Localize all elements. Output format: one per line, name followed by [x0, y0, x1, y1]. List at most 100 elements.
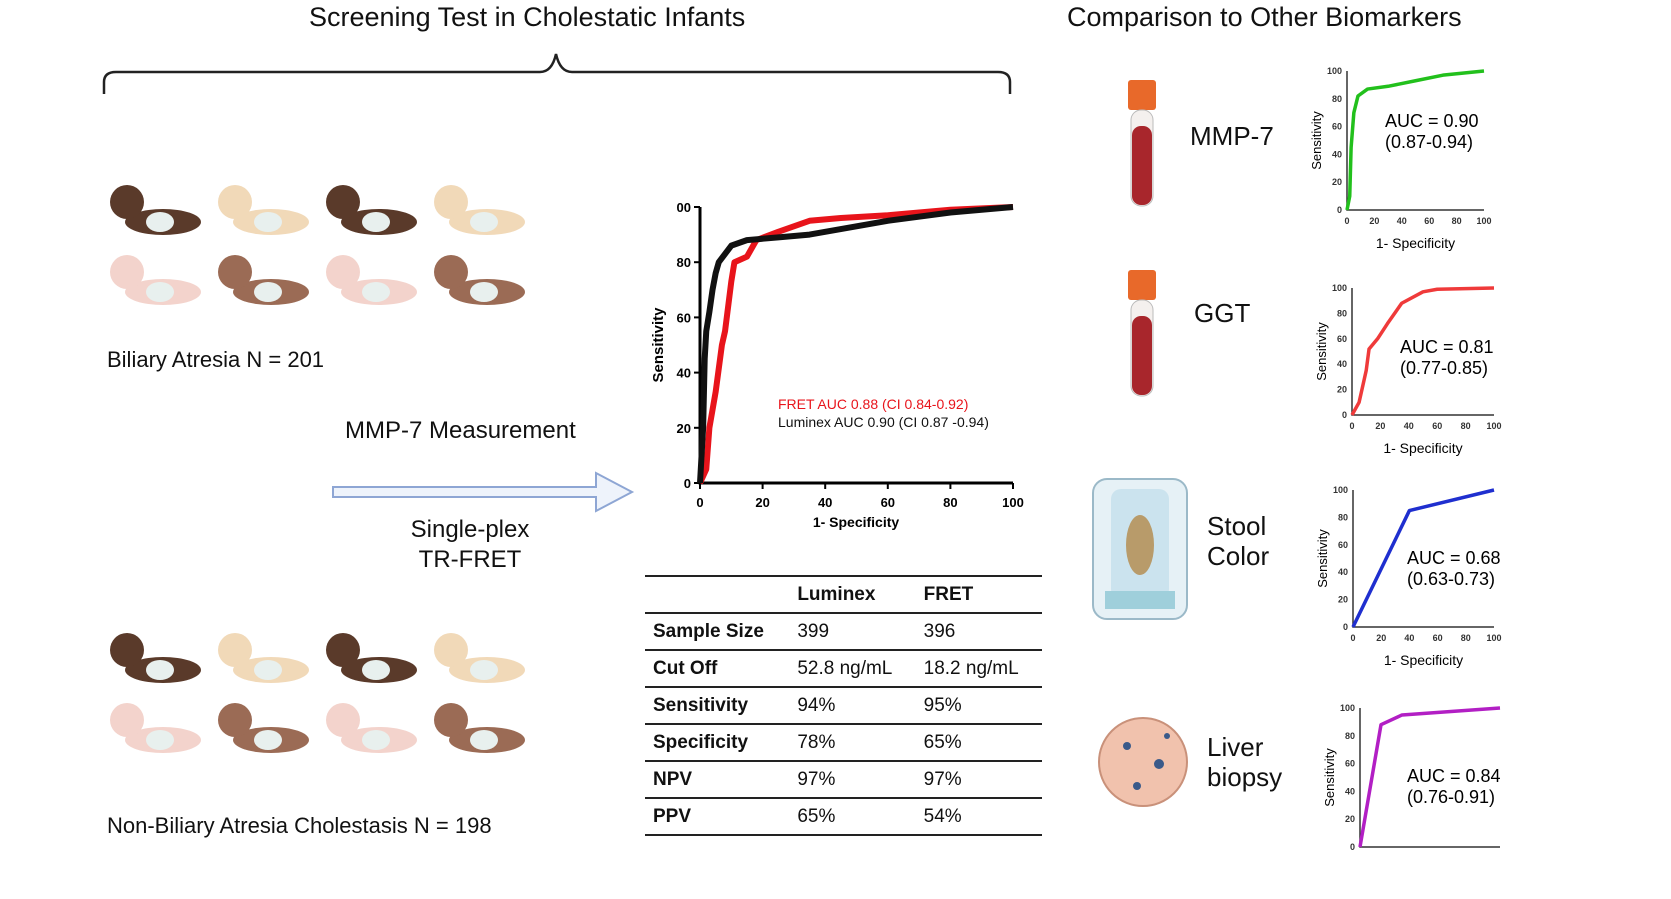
luminex-roc-line: [697, 204, 1014, 484]
y-tick-label: 80: [1337, 308, 1347, 318]
table-row: Cut Off 52.8 ng/mL 18.2 ng/mL: [645, 650, 1042, 688]
method-line-1: Single-plex: [410, 516, 530, 543]
mmp7-label: MMP-7: [1190, 121, 1274, 151]
blood-tube-icon: [1128, 80, 1156, 207]
infant-icon: [218, 255, 309, 305]
roc-line: [1351, 488, 1495, 628]
table-row: PPV 65% 54%: [645, 798, 1042, 836]
table-cell: 78%: [789, 724, 916, 762]
infant-icon: [218, 633, 309, 683]
table-row: NPV 97% 97%: [645, 761, 1042, 799]
left-title: Screening Test in Cholestatic Infants: [309, 2, 746, 32]
x-tick-label: 100: [1486, 633, 1501, 643]
y-tick-label: 60: [1337, 334, 1347, 344]
x-tick-label: 100: [1002, 495, 1024, 510]
x-axis-label: 1- Specificity: [1383, 440, 1462, 456]
infant-icon: [434, 185, 525, 235]
infant-head: [434, 703, 468, 737]
x-tick-label: 100: [1476, 216, 1491, 226]
y-tick-label: 40: [677, 366, 691, 381]
y-tick-label: 0: [1343, 622, 1348, 632]
x-tick-label: 80: [943, 495, 957, 510]
stool-label: Stool Color: [1207, 511, 1269, 571]
y-axis-label: Sensitivity: [1314, 322, 1329, 381]
auc-annotation: AUC = 0.81: [1400, 337, 1494, 357]
infant-diaper: [146, 212, 174, 232]
y-tick-label: 0: [1337, 205, 1342, 215]
x-tick-label: 80: [1461, 633, 1471, 643]
table-cell: 399: [789, 613, 916, 651]
header-cell: Luminex: [789, 576, 916, 614]
table-cell: 396: [915, 613, 1042, 651]
table-cell: 95%: [915, 687, 1042, 725]
infant-head: [326, 255, 360, 289]
stool-line-1: Stool: [1207, 511, 1267, 541]
infant-diaper: [254, 730, 282, 750]
roc-chart-2: 0 20 40 60 80 100 0 20 40 60 80 100 1- Specificity Se…: [1315, 485, 1502, 668]
infant-icon: [326, 703, 417, 753]
table-cell: 65%: [915, 724, 1042, 762]
y-tick-label: 0: [684, 476, 691, 491]
x-tick-label: 0: [696, 495, 703, 510]
auc-annotation: AUC = 0.90: [1385, 111, 1479, 131]
y-tick-label: 100: [1333, 485, 1348, 495]
diaper-icon: [1092, 478, 1188, 620]
x-tick-label: 20: [1375, 421, 1385, 431]
infant-diaper: [146, 660, 174, 680]
header-cell: [645, 576, 790, 614]
liver-biopsy-icon: [1098, 717, 1188, 807]
x-tick-label: 20: [1369, 216, 1379, 226]
y-tick-label: 60: [1332, 122, 1342, 132]
y-tick-label: 00: [677, 200, 691, 215]
y-tick-label: 100: [1327, 66, 1342, 76]
table-cell: 94%: [789, 687, 916, 725]
x-tick-label: 40: [1397, 216, 1407, 226]
roc-line: [1345, 69, 1485, 211]
infant-icon: [110, 633, 201, 683]
infant-icon: [110, 185, 201, 235]
y-tick-label: 40: [1338, 567, 1348, 577]
infant-diaper: [362, 730, 390, 750]
table-header-row: Luminex FRET: [645, 576, 1042, 614]
roc-chart-0: 0 20 40 60 80 100 0 20 40 60 80 100 1- Specificity Se…: [1309, 66, 1492, 251]
infant-diaper: [254, 212, 282, 232]
infant-icon: [434, 633, 525, 683]
method-line-2: TR-FRET: [418, 546, 522, 573]
y-tick-label: 0: [1350, 842, 1355, 852]
x-tick-label: 100: [1486, 421, 1501, 431]
infant-diaper: [362, 212, 390, 232]
y-axis-label: Sensitivity: [1315, 529, 1330, 588]
infant-icon: [434, 703, 525, 753]
x-tick-label: 60: [1424, 216, 1434, 226]
y-axis-label: Sensitivity: [650, 307, 667, 383]
auc-annotation: AUC = 0.68: [1407, 548, 1501, 568]
performance-table: Luminex FRET Sample Size 399 396 Cut Off 52.…: [645, 575, 1042, 836]
y-tick-label: 20: [677, 421, 691, 436]
infant-diaper: [470, 282, 498, 302]
infant-head: [218, 633, 252, 667]
y-tick-label: 20: [1345, 814, 1355, 824]
roc-line: [1350, 286, 1495, 416]
infant-icon: [326, 185, 417, 235]
x-axis-label: 1- Specificity: [1376, 235, 1455, 251]
stool-line-2: Color: [1207, 541, 1270, 571]
x-tick-label: 20: [1376, 633, 1386, 643]
ba-group-label: Biliary Atresia N = 201: [107, 347, 325, 372]
infant-icon: [326, 255, 417, 305]
y-tick-label: 40: [1337, 359, 1347, 369]
y-tick-label: 60: [1345, 759, 1355, 769]
ggt-label: GGT: [1194, 298, 1251, 328]
infant-diaper: [254, 282, 282, 302]
x-tick-label: 40: [818, 495, 832, 510]
auc-annotation: (0.63-0.73): [1407, 569, 1495, 589]
infant-diaper: [362, 282, 390, 302]
right-title: Comparison to Other Biomarkers: [1067, 2, 1462, 32]
auc-annotation: (0.76-0.91): [1407, 787, 1495, 807]
y-tick-label: 100: [1332, 283, 1347, 293]
infant-head: [110, 255, 144, 289]
infant-diaper: [470, 212, 498, 232]
y-tick-label: 40: [1345, 786, 1355, 796]
table-cell: 54%: [915, 798, 1042, 836]
